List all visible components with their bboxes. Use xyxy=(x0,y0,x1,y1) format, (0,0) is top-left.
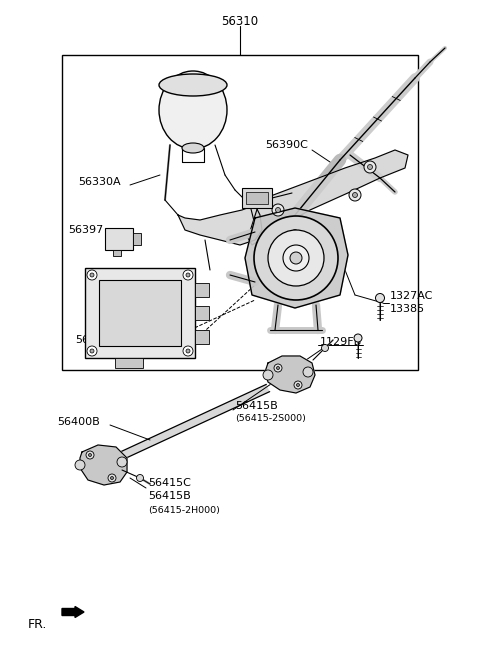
Text: 56340C: 56340C xyxy=(75,335,118,345)
Text: 56415B: 56415B xyxy=(235,401,278,411)
Polygon shape xyxy=(107,384,270,466)
Bar xyxy=(115,358,143,368)
Circle shape xyxy=(352,193,358,198)
Circle shape xyxy=(86,451,94,459)
Bar xyxy=(85,268,195,358)
Circle shape xyxy=(183,270,193,280)
Circle shape xyxy=(349,189,361,201)
Bar xyxy=(195,330,209,344)
Text: 56310: 56310 xyxy=(221,15,259,28)
Circle shape xyxy=(186,273,190,277)
Text: 56415B: 56415B xyxy=(148,491,191,501)
Ellipse shape xyxy=(159,71,227,149)
Circle shape xyxy=(90,273,94,277)
Bar xyxy=(62,55,418,370)
Text: FR.: FR. xyxy=(28,618,48,631)
Ellipse shape xyxy=(159,74,227,96)
Circle shape xyxy=(289,226,301,238)
Circle shape xyxy=(263,370,273,380)
Polygon shape xyxy=(245,208,348,308)
Circle shape xyxy=(108,474,116,482)
Circle shape xyxy=(88,453,92,457)
Circle shape xyxy=(272,204,284,216)
Text: 56390C: 56390C xyxy=(265,140,308,150)
Bar xyxy=(195,306,209,320)
Circle shape xyxy=(276,208,280,212)
Circle shape xyxy=(364,161,376,173)
Text: 13385: 13385 xyxy=(390,304,425,314)
Polygon shape xyxy=(248,150,408,245)
Bar xyxy=(99,280,181,346)
Circle shape xyxy=(90,349,94,353)
Ellipse shape xyxy=(182,143,204,153)
Circle shape xyxy=(254,216,338,300)
Text: 1327AC: 1327AC xyxy=(390,291,433,301)
Text: 56397: 56397 xyxy=(68,225,103,235)
Circle shape xyxy=(303,367,313,377)
Circle shape xyxy=(274,364,282,372)
Bar xyxy=(133,233,141,245)
Polygon shape xyxy=(80,445,127,485)
Circle shape xyxy=(110,476,113,480)
Circle shape xyxy=(87,346,97,356)
Circle shape xyxy=(276,367,279,369)
Circle shape xyxy=(183,346,193,356)
Circle shape xyxy=(292,229,298,235)
Circle shape xyxy=(117,457,127,467)
Bar xyxy=(105,228,133,250)
Bar xyxy=(113,250,121,256)
Circle shape xyxy=(186,349,190,353)
Circle shape xyxy=(136,474,144,482)
Polygon shape xyxy=(265,356,315,393)
Circle shape xyxy=(294,381,302,389)
Text: 56415C: 56415C xyxy=(148,478,191,488)
Circle shape xyxy=(322,344,328,351)
Circle shape xyxy=(75,460,85,470)
Circle shape xyxy=(375,294,384,302)
Text: 56400B: 56400B xyxy=(57,417,100,427)
Circle shape xyxy=(290,252,302,264)
Text: 1129FB: 1129FB xyxy=(320,337,362,347)
Text: (56415-2S000): (56415-2S000) xyxy=(235,415,306,424)
Bar xyxy=(246,192,268,204)
Bar xyxy=(195,283,209,297)
Text: 56330A: 56330A xyxy=(78,177,120,187)
Circle shape xyxy=(268,230,324,286)
Text: (56415-2H000): (56415-2H000) xyxy=(148,505,220,514)
Circle shape xyxy=(283,245,309,271)
Bar xyxy=(242,188,272,208)
Circle shape xyxy=(297,384,300,386)
Circle shape xyxy=(354,334,362,342)
Polygon shape xyxy=(178,205,262,245)
FancyArrow shape xyxy=(62,606,84,618)
Circle shape xyxy=(87,270,97,280)
Circle shape xyxy=(368,164,372,170)
